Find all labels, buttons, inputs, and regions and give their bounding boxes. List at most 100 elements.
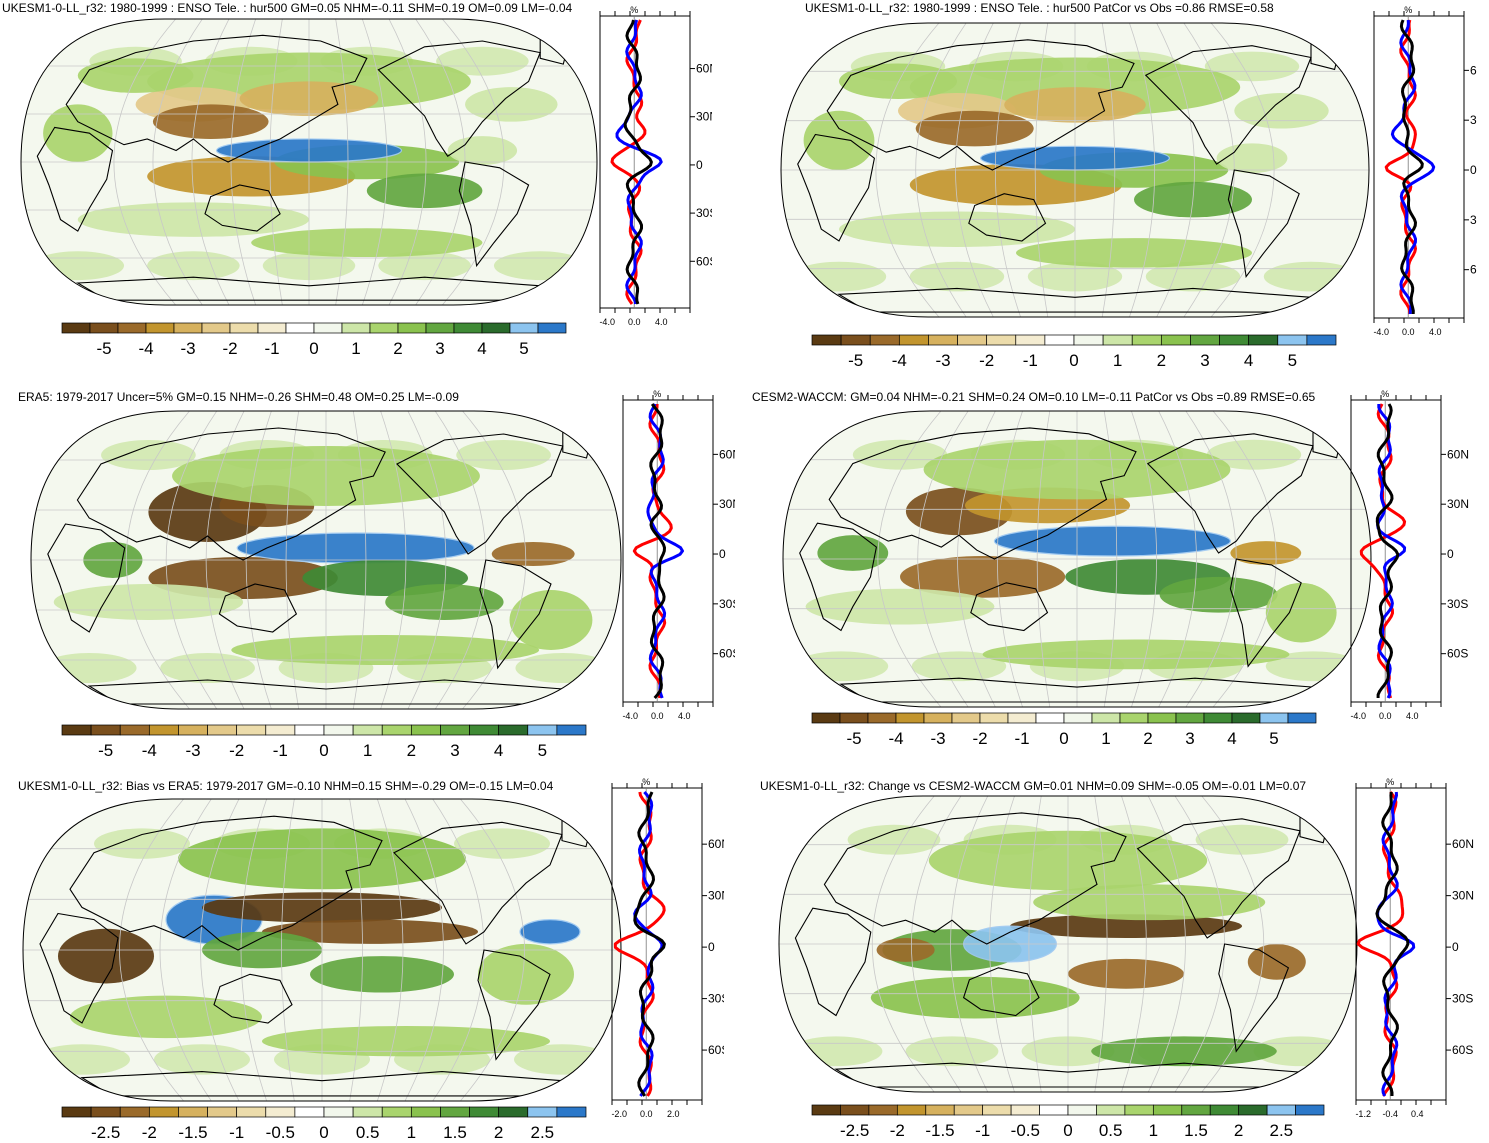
colorbar-swatch [294, 1106, 325, 1118]
colorbar-tick-label: 1 [407, 1123, 416, 1142]
profile-x-tick: 0.0 [628, 317, 641, 327]
profile-x-tick: -4.0 [622, 711, 638, 721]
colorbar-tick-label: 0 [309, 339, 318, 358]
colorbar-swatch [868, 1104, 898, 1116]
profile-lat-tick: 60N [1447, 447, 1469, 461]
profile-x-tick: -2.0 [611, 1109, 627, 1119]
colorbar-tick-label: 1 [1113, 351, 1122, 370]
colorbar-tick-label: -1.5 [925, 1121, 954, 1140]
profile-lat-tick: 0 [1447, 547, 1454, 561]
colorbar-tick-label: -3 [935, 351, 950, 370]
colorbar-tick-label: 0 [319, 1123, 328, 1142]
colorbar-tick-label: 0 [1063, 1121, 1072, 1140]
colorbar-swatch [498, 724, 529, 736]
colorbar-swatch [453, 322, 483, 334]
colorbar-tick-label: -2 [890, 1121, 905, 1140]
profile-unit-label: % [630, 5, 638, 15]
profile-x-tick: 0.0 [1379, 711, 1392, 721]
profile-lat-tick: 60N [719, 447, 735, 461]
profile-lat-tick: 6 [1470, 263, 1477, 277]
panel-title: CESM2-WACCM: GM=0.04 NHM=-0.21 SHM=0.24 … [752, 390, 1316, 404]
profile-x-tick: -4.0 [1373, 327, 1389, 337]
colorbar-tick-label: 1.5 [443, 1123, 467, 1142]
colorbar: -5 -4 -3 -2 -1 0 1 2 3 4 5 [61, 724, 587, 760]
colorbar-swatch [90, 724, 121, 736]
colorbar-tick-label: 4 [477, 339, 486, 358]
profile-x-tick: -4.0 [1350, 711, 1366, 721]
zonal-mean-profile: % 6 3 0 3 6 -4.0 0.0 4.0 [1373, 5, 1477, 337]
colorbar-tick-label: 4 [1227, 729, 1236, 748]
profile-x-tick: 0.0 [651, 711, 664, 721]
colorbar-swatch [1181, 1104, 1211, 1116]
zonal-mean-profile: % 60N 30N 0 30S 60S -4.0 0.0 4.0 [1350, 389, 1469, 721]
colorbar-tick-label: -1 [1023, 351, 1038, 370]
profile-curve [1399, 19, 1424, 315]
colorbar-swatch [207, 724, 238, 736]
colorbar-swatch [527, 1106, 558, 1118]
profile-x-tick: 4.0 [655, 317, 668, 327]
colorbar-tick-label: -2 [229, 741, 244, 760]
colorbar-swatch [61, 1106, 92, 1118]
colorbar-swatch [440, 724, 470, 736]
colorbar: -5 -4 -3 -2 -1 0 1 2 3 4 5 [811, 334, 1337, 370]
colorbar-swatch [509, 322, 539, 334]
profile-x-tick: 0.4 [1411, 1109, 1424, 1119]
colorbar-swatch [1266, 1104, 1296, 1116]
colorbar-swatch [229, 322, 259, 334]
colorbar-swatch [896, 1104, 927, 1116]
colorbar-swatch [119, 724, 150, 736]
profile-x-tick: 0.0 [640, 1109, 653, 1119]
colorbar: -5 -4 -3 -2 -1 0 1 2 3 4 5 [61, 322, 567, 358]
profile-curve [610, 19, 647, 305]
profile-curve [1376, 791, 1416, 1097]
profile-unit-label: % [653, 389, 661, 399]
colorbar-tick-label: -2 [142, 1123, 157, 1142]
colorbar-tick-label: -2.5 [91, 1123, 120, 1142]
colorbar-tick-label: -3 [185, 741, 200, 760]
zonal-mean-profile: % 60N 30N 0 30S 60S -1.2 -0.4 0.4 [1355, 777, 1474, 1119]
colorbar-swatch [236, 724, 267, 736]
colorbar-tick-label: 2.5 [531, 1123, 555, 1142]
profile-curve [615, 19, 663, 305]
profile-lat-tick: 30S [1447, 597, 1468, 611]
profile-lat-tick: 60N [708, 837, 724, 851]
colorbar-tick-label: -5 [98, 741, 113, 760]
profile-x-tick: -4.0 [599, 317, 615, 327]
colorbar-swatch [117, 322, 147, 334]
colorbar-swatch [265, 724, 296, 736]
robinson-map [20, 18, 598, 306]
colorbar-tick-label: -0.5 [1011, 1121, 1040, 1140]
colorbar-tick-label: 2.5 [1270, 1121, 1294, 1140]
colorbar-swatch [1039, 1104, 1069, 1116]
colorbar-tick-label: 2 [494, 1123, 503, 1142]
colorbar-swatch [1044, 334, 1075, 346]
colorbar-swatch [1119, 712, 1149, 724]
colorbar-tick-label: 2 [407, 741, 416, 760]
colorbar-swatch [1073, 334, 1104, 346]
panel-title: UKESM1-0-LL_r32: 1980-1999 : ENSO Tele. … [805, 1, 1274, 15]
colorbar-tick-label: -0.5 [266, 1123, 295, 1142]
colorbar-swatch [236, 1106, 267, 1118]
colorbar-tick-label: 4 [494, 741, 503, 760]
profile-lat-tick: 30S [1452, 992, 1473, 1006]
colorbar-swatch [410, 724, 441, 736]
colorbar-swatch [1259, 712, 1289, 724]
colorbar-tick-label: -5 [96, 339, 111, 358]
colorbar-tick-label: -4 [892, 351, 907, 370]
colorbar-swatch [1277, 334, 1308, 346]
colorbar-swatch [178, 1106, 208, 1118]
colorbar-swatch [1175, 712, 1205, 724]
colorbar-swatch [895, 712, 925, 724]
colorbar-swatch [178, 724, 208, 736]
colorbar-swatch [923, 712, 953, 724]
profile-lat-tick: 60N [696, 62, 712, 76]
robinson-map [780, 22, 1370, 318]
profile-x-tick: 4.0 [1406, 711, 1419, 721]
colorbar-swatch [1096, 1104, 1126, 1116]
colorbar-tick-label: -2 [979, 351, 994, 370]
colorbar-swatch [556, 724, 587, 736]
colorbar-tick-label: -1.5 [178, 1123, 207, 1142]
colorbar-tick-label: 1 [1149, 1121, 1158, 1140]
colorbar-swatch [1209, 1104, 1240, 1116]
colorbar-swatch [369, 322, 399, 334]
